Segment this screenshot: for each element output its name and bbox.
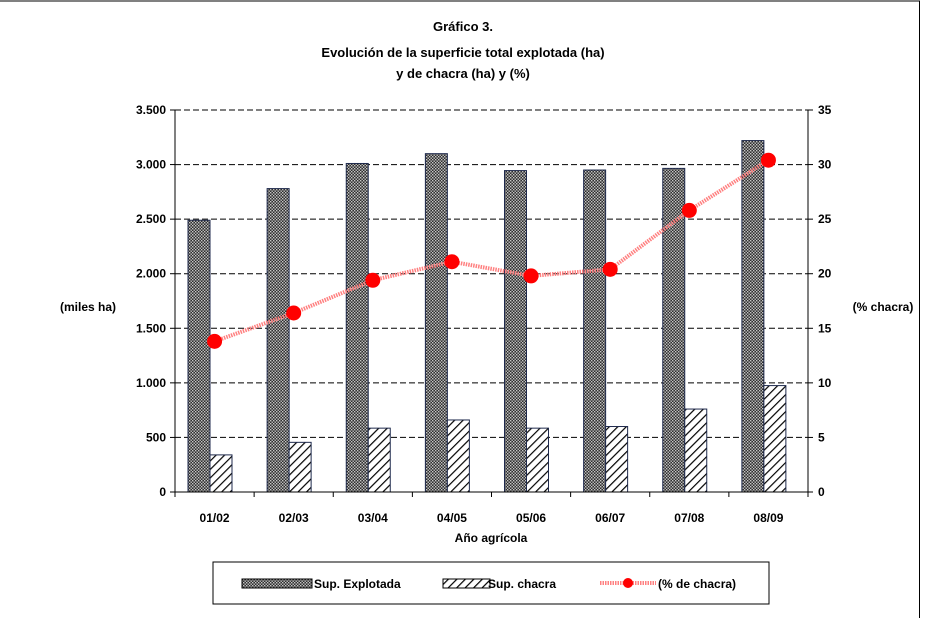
bar-sup-explotada bbox=[425, 154, 447, 492]
y-tick-label: 1.500 bbox=[136, 321, 166, 335]
chart-title-line-2: Evolución de la superficie total explota… bbox=[321, 45, 604, 60]
y2-tick-label: 30 bbox=[818, 158, 832, 172]
bar-sup-chacra bbox=[527, 428, 549, 492]
chart-title-line-1: Gráfico 3. bbox=[433, 19, 493, 34]
chart-title-line-3: y de chacra (ha) y (%) bbox=[396, 66, 530, 81]
y2-tick-label: 15 bbox=[818, 321, 832, 335]
legend-swatch-sup-explotada bbox=[242, 579, 312, 588]
bar-sup-explotada bbox=[346, 163, 368, 492]
y-axis-label: (miles ha) bbox=[60, 300, 116, 314]
y2-tick-label: 10 bbox=[818, 376, 832, 390]
bar-sup-explotada bbox=[584, 170, 606, 492]
y2-tick-label: 35 bbox=[818, 103, 832, 117]
x-tick-label: 07/08 bbox=[674, 511, 704, 525]
percent-point bbox=[365, 273, 380, 288]
y2-tick-label: 0 bbox=[818, 485, 825, 499]
x-tick-label: 02/03 bbox=[279, 511, 309, 525]
percent-point bbox=[444, 254, 459, 269]
percent-point bbox=[761, 153, 776, 168]
tick-labels: 0 500 1.000 1.500 2.000 2.500 3.000 3.500 0 5 10 15… bbox=[136, 103, 832, 525]
y-tick-label: 3.500 bbox=[136, 103, 166, 117]
y-tick-label: 1.000 bbox=[136, 376, 166, 390]
x-tick-label: 03/04 bbox=[358, 511, 388, 525]
percent-line bbox=[207, 153, 776, 349]
percent-point bbox=[286, 306, 301, 321]
bar-sup-explotada bbox=[663, 168, 685, 492]
axes bbox=[170, 110, 813, 497]
x-tick-label: 05/06 bbox=[516, 511, 546, 525]
bar-sup-chacra bbox=[368, 428, 390, 492]
y2-tick-label: 25 bbox=[818, 212, 832, 226]
percent-point bbox=[603, 262, 618, 277]
legend: Sup. Explotada Sup. chacra (% de chacra) bbox=[213, 562, 769, 604]
bar-sup-explotada bbox=[505, 171, 527, 492]
y-tick-label: 500 bbox=[146, 430, 166, 444]
bar-sup-explotada bbox=[267, 189, 289, 492]
bars bbox=[188, 141, 786, 492]
y2-axis-label: (% chacra) bbox=[853, 300, 914, 314]
y-tick-label: 2.500 bbox=[136, 212, 166, 226]
bar-sup-chacra bbox=[289, 442, 311, 492]
x-axis-label: Año agrícola bbox=[455, 531, 528, 545]
legend-label-sup-explotada: Sup. Explotada bbox=[314, 577, 401, 591]
x-tick-label: 08/09 bbox=[753, 511, 783, 525]
x-tick-label: 04/05 bbox=[437, 511, 467, 525]
legend-swatch-percent-marker bbox=[623, 578, 633, 588]
percent-point bbox=[682, 203, 697, 218]
y-tick-label: 0 bbox=[159, 485, 166, 499]
bar-sup-chacra bbox=[447, 420, 469, 492]
legend-label-percent: (% de chacra) bbox=[658, 577, 736, 591]
percent-point bbox=[524, 268, 539, 283]
x-tick-label: 01/02 bbox=[200, 511, 230, 525]
percent-point bbox=[207, 334, 222, 349]
bar-sup-chacra bbox=[210, 455, 232, 492]
y2-tick-label: 5 bbox=[818, 430, 825, 444]
y-tick-label: 2.000 bbox=[136, 267, 166, 281]
bar-sup-explotada bbox=[742, 141, 764, 492]
y-tick-label: 3.000 bbox=[136, 158, 166, 172]
bar-sup-chacra bbox=[606, 427, 628, 492]
bar-sup-chacra bbox=[685, 409, 707, 492]
legend-label-sup-chacra: Sup. chacra bbox=[488, 577, 556, 591]
legend-swatch-sup-chacra bbox=[443, 579, 490, 588]
bar-sup-chacra bbox=[764, 386, 786, 492]
x-tick-label: 06/07 bbox=[595, 511, 625, 525]
bar-sup-explotada bbox=[188, 220, 210, 492]
y2-tick-label: 20 bbox=[818, 267, 832, 281]
